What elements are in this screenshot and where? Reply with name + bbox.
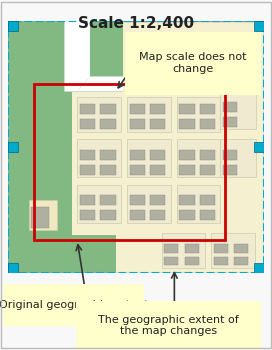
FancyBboxPatch shape (185, 244, 199, 253)
FancyBboxPatch shape (8, 21, 18, 31)
FancyBboxPatch shape (29, 200, 57, 230)
FancyBboxPatch shape (130, 195, 145, 205)
FancyBboxPatch shape (220, 139, 256, 177)
FancyBboxPatch shape (80, 195, 95, 205)
FancyBboxPatch shape (200, 195, 215, 205)
FancyBboxPatch shape (223, 102, 237, 112)
Text: Scale 1:2,400: Scale 1:2,400 (78, 16, 194, 31)
FancyBboxPatch shape (150, 195, 165, 205)
FancyBboxPatch shape (100, 195, 116, 205)
Polygon shape (77, 76, 123, 92)
FancyBboxPatch shape (100, 210, 116, 220)
FancyBboxPatch shape (130, 119, 145, 130)
FancyBboxPatch shape (211, 233, 255, 268)
FancyBboxPatch shape (127, 185, 171, 223)
FancyBboxPatch shape (214, 244, 228, 253)
FancyBboxPatch shape (180, 149, 195, 160)
FancyBboxPatch shape (180, 195, 195, 205)
FancyBboxPatch shape (31, 208, 49, 228)
FancyBboxPatch shape (80, 210, 95, 220)
FancyBboxPatch shape (150, 149, 165, 160)
FancyBboxPatch shape (77, 139, 121, 177)
FancyBboxPatch shape (80, 164, 95, 175)
FancyBboxPatch shape (164, 244, 178, 253)
FancyBboxPatch shape (8, 21, 264, 273)
FancyBboxPatch shape (150, 210, 165, 220)
FancyBboxPatch shape (254, 21, 264, 31)
FancyBboxPatch shape (100, 119, 116, 130)
Text: Map scale does not
change: Map scale does not change (139, 52, 247, 74)
FancyBboxPatch shape (200, 119, 215, 130)
FancyBboxPatch shape (8, 142, 18, 152)
FancyBboxPatch shape (150, 104, 165, 114)
FancyBboxPatch shape (80, 104, 95, 114)
FancyBboxPatch shape (254, 142, 264, 152)
FancyBboxPatch shape (177, 139, 220, 177)
FancyBboxPatch shape (8, 263, 18, 273)
FancyBboxPatch shape (200, 149, 215, 160)
Text: The geographic extent of
the map changes: The geographic extent of the map changes (98, 315, 239, 336)
FancyBboxPatch shape (234, 244, 249, 253)
Polygon shape (8, 185, 116, 273)
FancyBboxPatch shape (177, 97, 220, 132)
FancyBboxPatch shape (150, 119, 165, 130)
FancyBboxPatch shape (150, 164, 165, 175)
FancyBboxPatch shape (180, 210, 195, 220)
Text: Original geographic extent: Original geographic extent (0, 300, 148, 309)
FancyBboxPatch shape (177, 185, 220, 223)
FancyBboxPatch shape (130, 149, 145, 160)
FancyBboxPatch shape (223, 164, 237, 175)
FancyBboxPatch shape (127, 97, 171, 132)
FancyBboxPatch shape (223, 149, 237, 160)
FancyBboxPatch shape (180, 104, 195, 114)
FancyBboxPatch shape (200, 164, 215, 175)
Polygon shape (8, 21, 123, 185)
FancyBboxPatch shape (127, 139, 171, 177)
FancyBboxPatch shape (200, 210, 215, 220)
FancyBboxPatch shape (185, 257, 199, 265)
FancyBboxPatch shape (254, 263, 264, 273)
FancyBboxPatch shape (130, 164, 145, 175)
FancyBboxPatch shape (100, 164, 116, 175)
FancyBboxPatch shape (180, 164, 195, 175)
FancyBboxPatch shape (77, 97, 121, 132)
FancyBboxPatch shape (0, 281, 151, 328)
FancyBboxPatch shape (100, 104, 116, 114)
FancyBboxPatch shape (234, 257, 249, 265)
FancyBboxPatch shape (214, 257, 228, 265)
FancyBboxPatch shape (118, 28, 268, 98)
Polygon shape (64, 21, 90, 92)
FancyBboxPatch shape (220, 92, 256, 130)
FancyBboxPatch shape (67, 299, 270, 350)
FancyBboxPatch shape (223, 117, 237, 127)
FancyBboxPatch shape (162, 233, 205, 268)
FancyBboxPatch shape (130, 210, 145, 220)
FancyBboxPatch shape (164, 257, 178, 265)
FancyBboxPatch shape (130, 104, 145, 114)
FancyBboxPatch shape (77, 185, 121, 223)
FancyBboxPatch shape (100, 149, 116, 160)
FancyBboxPatch shape (180, 119, 195, 130)
FancyBboxPatch shape (200, 104, 215, 114)
FancyBboxPatch shape (80, 149, 95, 160)
FancyBboxPatch shape (80, 119, 95, 130)
